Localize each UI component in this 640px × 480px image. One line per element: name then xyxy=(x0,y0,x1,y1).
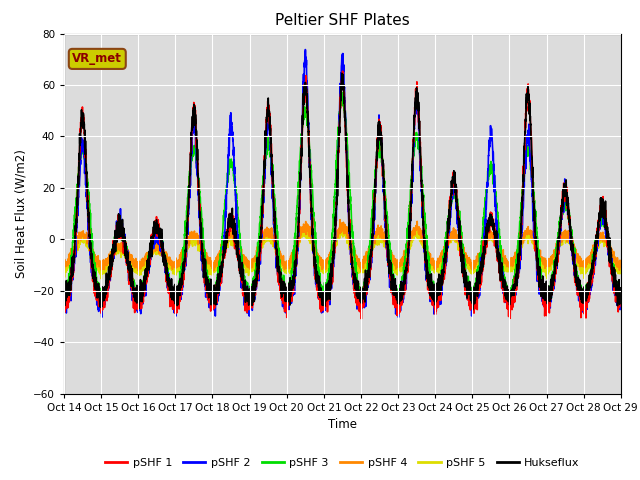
pSHF 1 xyxy=(216,273,223,278)
pSHF 3 xyxy=(617,296,625,302)
pSHF 4 xyxy=(407,235,415,240)
pSHF 3 xyxy=(170,304,178,310)
pSHF 1 xyxy=(60,292,68,298)
pSHF 5 xyxy=(216,257,223,263)
Hukseflux xyxy=(60,293,68,299)
pSHF 3 xyxy=(397,282,404,288)
pSHF 3 xyxy=(216,264,223,270)
Text: VR_met: VR_met xyxy=(72,52,122,65)
pSHF 5 xyxy=(407,238,415,244)
pSHF 2 xyxy=(301,47,309,52)
pSHF 5 xyxy=(617,268,625,274)
Hukseflux xyxy=(564,202,572,207)
pSHF 3 xyxy=(180,256,188,262)
pSHF 4 xyxy=(617,261,625,267)
pSHF 4 xyxy=(216,249,223,255)
pSHF 5 xyxy=(60,268,68,274)
Hukseflux xyxy=(216,277,223,283)
pSHF 3 xyxy=(60,293,68,299)
Hukseflux xyxy=(617,293,625,299)
pSHF 3 xyxy=(407,182,415,188)
pSHF 1 xyxy=(564,204,572,210)
X-axis label: Time: Time xyxy=(328,418,357,431)
Hukseflux xyxy=(397,295,404,300)
pSHF 2 xyxy=(617,296,625,301)
pSHF 2 xyxy=(397,290,404,296)
Line: pSHF 3: pSHF 3 xyxy=(64,92,621,307)
pSHF 2 xyxy=(617,300,625,306)
pSHF 1 xyxy=(339,68,346,74)
Title: Peltier SHF Plates: Peltier SHF Plates xyxy=(275,13,410,28)
pSHF 5 xyxy=(338,224,346,230)
pSHF 1 xyxy=(358,316,365,322)
pSHF 4 xyxy=(60,262,68,268)
pSHF 4 xyxy=(617,260,625,266)
Hukseflux xyxy=(179,265,187,271)
pSHF 5 xyxy=(180,251,188,256)
pSHF 1 xyxy=(617,296,625,301)
pSHF 4 xyxy=(357,268,365,274)
pSHF 4 xyxy=(336,217,344,223)
Hukseflux xyxy=(338,71,346,76)
pSHF 2 xyxy=(60,298,68,303)
Line: pSHF 1: pSHF 1 xyxy=(64,71,621,319)
pSHF 2 xyxy=(407,209,415,215)
pSHF 2 xyxy=(216,288,223,294)
pSHF 4 xyxy=(179,252,187,257)
pSHF 1 xyxy=(397,289,404,295)
Y-axis label: Soil Heat Flux (W/m2): Soil Heat Flux (W/m2) xyxy=(15,149,28,278)
pSHF 2 xyxy=(179,276,187,282)
pSHF 2 xyxy=(395,314,403,320)
Line: pSHF 4: pSHF 4 xyxy=(64,220,621,271)
pSHF 3 xyxy=(564,203,572,209)
pSHF 1 xyxy=(179,275,187,280)
pSHF 5 xyxy=(617,264,625,270)
Legend: pSHF 1, pSHF 2, pSHF 3, pSHF 4, pSHF 5, Hukseflux: pSHF 1, pSHF 2, pSHF 3, pSHF 4, pSHF 5, … xyxy=(100,453,584,472)
pSHF 5 xyxy=(564,240,572,246)
pSHF 1 xyxy=(617,298,625,304)
Line: pSHF 2: pSHF 2 xyxy=(64,49,621,317)
Hukseflux xyxy=(469,307,477,312)
pSHF 4 xyxy=(397,258,404,264)
Line: pSHF 5: pSHF 5 xyxy=(64,227,621,279)
pSHF 5 xyxy=(97,276,105,282)
pSHF 3 xyxy=(617,294,625,300)
Line: Hukseflux: Hukseflux xyxy=(64,73,621,310)
pSHF 1 xyxy=(407,199,415,205)
pSHF 5 xyxy=(397,263,404,269)
pSHF 4 xyxy=(564,229,572,235)
pSHF 2 xyxy=(564,204,572,210)
pSHF 3 xyxy=(340,89,348,95)
Hukseflux xyxy=(617,288,625,294)
Hukseflux xyxy=(406,218,414,224)
